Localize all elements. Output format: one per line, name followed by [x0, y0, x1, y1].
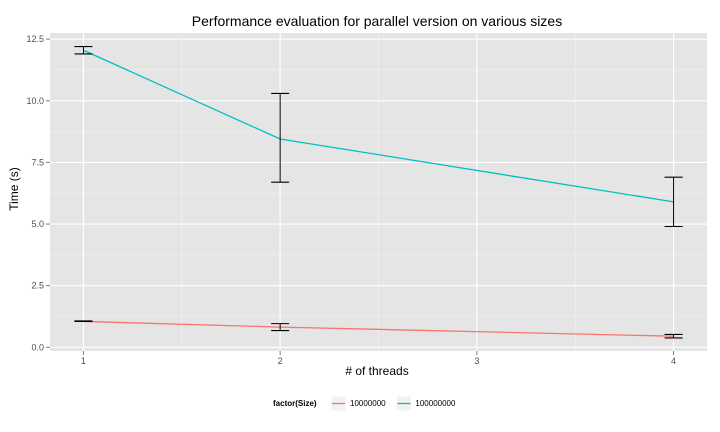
x-axis-title: # of threads [345, 364, 408, 378]
y-axis-title: Time (s) [7, 167, 21, 211]
y-tick-label: 12.5 [26, 34, 44, 44]
plot-area: 0.0 2.5 5.0 7.5 10.0 12.5 1 2 3 4 [26, 33, 707, 366]
y-tick-label: 2.5 [31, 281, 44, 291]
y-tick-label: 5.0 [31, 219, 44, 229]
legend-label-1: 100000000 [415, 399, 456, 408]
x-tick-label: 1 [81, 356, 86, 366]
legend-title: factor(Size) [273, 399, 317, 408]
x-tick-label: 3 [474, 356, 479, 366]
y-tick-label: 0.0 [31, 342, 44, 352]
y-tick-label: 7.5 [31, 157, 44, 167]
legend: factor(Size) 10000000 100000000 [273, 395, 456, 412]
y-tick-label: 10.0 [26, 96, 44, 106]
x-tick-label: 4 [671, 356, 676, 366]
chart-title: Performance evaluation for parallel vers… [192, 13, 562, 29]
x-tick-label: 2 [278, 356, 283, 366]
legend-label-0: 10000000 [350, 399, 386, 408]
